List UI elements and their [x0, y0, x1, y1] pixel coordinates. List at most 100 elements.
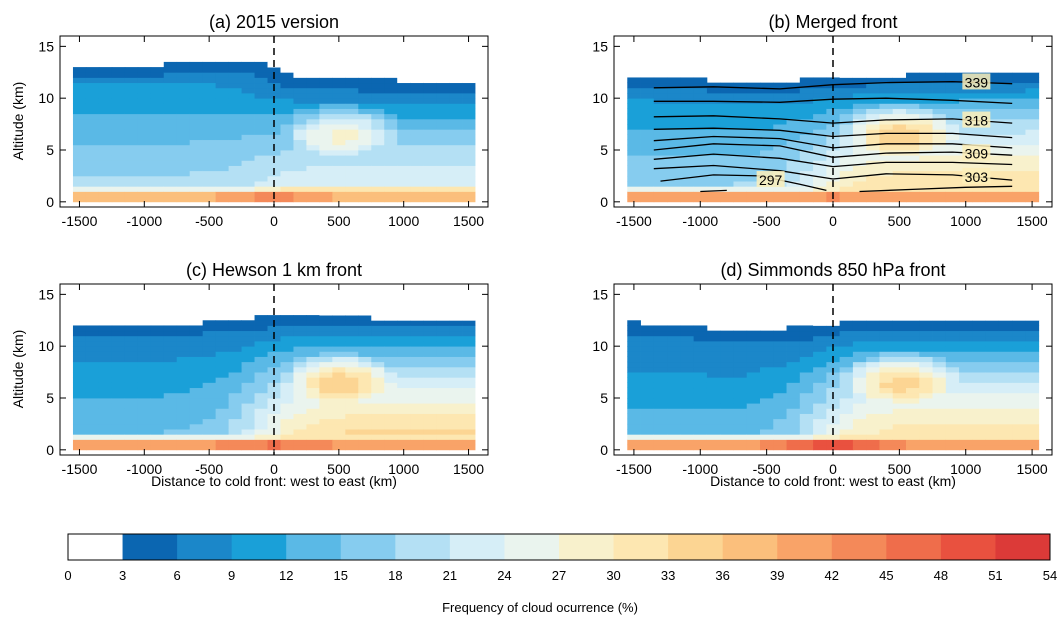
heatmap-cell: [879, 181, 894, 187]
heatmap-cell: [906, 87, 920, 94]
heatmap-cell: [358, 67, 372, 73]
heatmap-cell: [760, 392, 774, 399]
heatmap-cell: [653, 129, 668, 135]
heatmap-cell: [773, 87, 787, 94]
heatmap-cell: [640, 403, 655, 409]
heatmap-cell: [228, 341, 242, 347]
heatmap-cell: [839, 155, 854, 161]
heatmap-cell: [813, 418, 827, 425]
heatmap-cell: [98, 196, 113, 203]
heatmap-cell: [150, 341, 165, 347]
heatmap-cell: [280, 382, 294, 389]
heatmap-cell: [319, 134, 333, 141]
heatmap-cell: [124, 139, 139, 146]
heatmap-cell: [423, 377, 437, 383]
heatmap-cell: [397, 61, 411, 68]
heatmap-cell: [919, 134, 933, 141]
heatmap-cell: [384, 118, 398, 125]
heatmap-cell: [436, 196, 450, 203]
heatmap-cell: [1025, 129, 1040, 135]
heatmap-cell: [773, 165, 787, 172]
heatmap-cell: [906, 124, 920, 130]
heatmap-cell: [228, 170, 242, 177]
heatmap-cell: [319, 98, 333, 104]
heatmap-cell: [215, 144, 230, 151]
heatmap-cell: [358, 398, 372, 404]
heatmap-cell: [746, 398, 761, 404]
heatmap-cell: [1012, 118, 1026, 125]
heatmap-cell: [228, 124, 242, 130]
heatmap-cell: [98, 398, 113, 404]
heatmap-cell: [345, 356, 359, 363]
heatmap-cell: [215, 372, 230, 378]
heatmap-cell: [293, 67, 307, 73]
heatmap-cell: [137, 382, 152, 389]
colorbar-swatch: [722, 534, 778, 560]
heatmap-cell: [436, 170, 450, 177]
heatmap-cell: [241, 67, 255, 73]
heatmap-cell: [98, 413, 113, 420]
heatmap-cell: [786, 382, 801, 389]
heatmap-cell: [137, 356, 152, 363]
heatmap-cell: [410, 320, 424, 326]
heatmap-cell: [799, 118, 814, 125]
heatmap-cell: [906, 382, 920, 389]
heatmap-cell: [228, 361, 242, 368]
heatmap-cell: [932, 434, 947, 440]
heatmap-cell: [746, 444, 761, 451]
heatmap-cell: [410, 325, 424, 332]
heatmap-cell: [410, 139, 424, 146]
heatmap-cell: [202, 82, 217, 89]
heatmap-cell: [358, 309, 372, 316]
heatmap-cell: [799, 351, 814, 357]
heatmap-cell: [410, 346, 424, 352]
heatmap-cell: [150, 181, 165, 187]
heatmap-cell: [176, 170, 191, 177]
heatmap-cell: [306, 392, 320, 399]
heatmap-cell: [293, 335, 307, 342]
heatmap-cell: [786, 361, 801, 368]
colorbar-swatch: [340, 534, 396, 560]
colorbar-swatch: [286, 534, 342, 560]
heatmap-cell: [189, 155, 204, 161]
heatmap-cell: [932, 170, 947, 177]
heatmap-cell: [826, 444, 841, 451]
x-tick-label: -1000: [126, 213, 162, 229]
heatmap-cell: [959, 366, 973, 373]
heatmap-cell: [746, 150, 761, 156]
heatmap-cell: [852, 413, 867, 420]
heatmap-cell: [111, 155, 126, 161]
heatmap-cell: [879, 139, 894, 146]
heatmap-cell: [124, 335, 139, 342]
heatmap-cell: [640, 150, 655, 156]
heatmap-cell: [124, 103, 139, 109]
heatmap-cell: [449, 67, 463, 73]
heatmap-cell: [1025, 315, 1040, 321]
heatmap-cell: [998, 320, 1013, 326]
heatmap-cell: [436, 118, 450, 125]
heatmap-cell: [706, 392, 721, 399]
heatmap-cell: [150, 175, 165, 182]
heatmap-cell: [449, 191, 463, 198]
heatmap-cell: [746, 155, 761, 161]
heatmap-cell: [111, 103, 126, 109]
heatmap-cell: [254, 160, 268, 166]
heatmap-cell: [189, 361, 204, 368]
heatmap-cell: [111, 434, 126, 440]
heatmap-cell: [653, 186, 668, 192]
heatmap-cell: [293, 382, 307, 389]
heatmap-cell: [163, 113, 178, 120]
heatmap-cell: [371, 346, 385, 352]
heatmap-cell: [410, 72, 424, 78]
heatmap-cell: [959, 439, 973, 446]
heatmap-cell: [137, 150, 152, 156]
heatmap-cell: [786, 103, 801, 109]
heatmap-cell: [449, 356, 463, 363]
heatmap-cell: [906, 325, 920, 332]
heatmap-cell: [150, 134, 165, 141]
x-tick-label: -1000: [682, 213, 718, 229]
heatmap-cell: [866, 124, 880, 130]
heatmap-cell: [985, 165, 1000, 172]
heatmap-cell: [436, 72, 450, 78]
heatmap-cell: [733, 144, 748, 151]
